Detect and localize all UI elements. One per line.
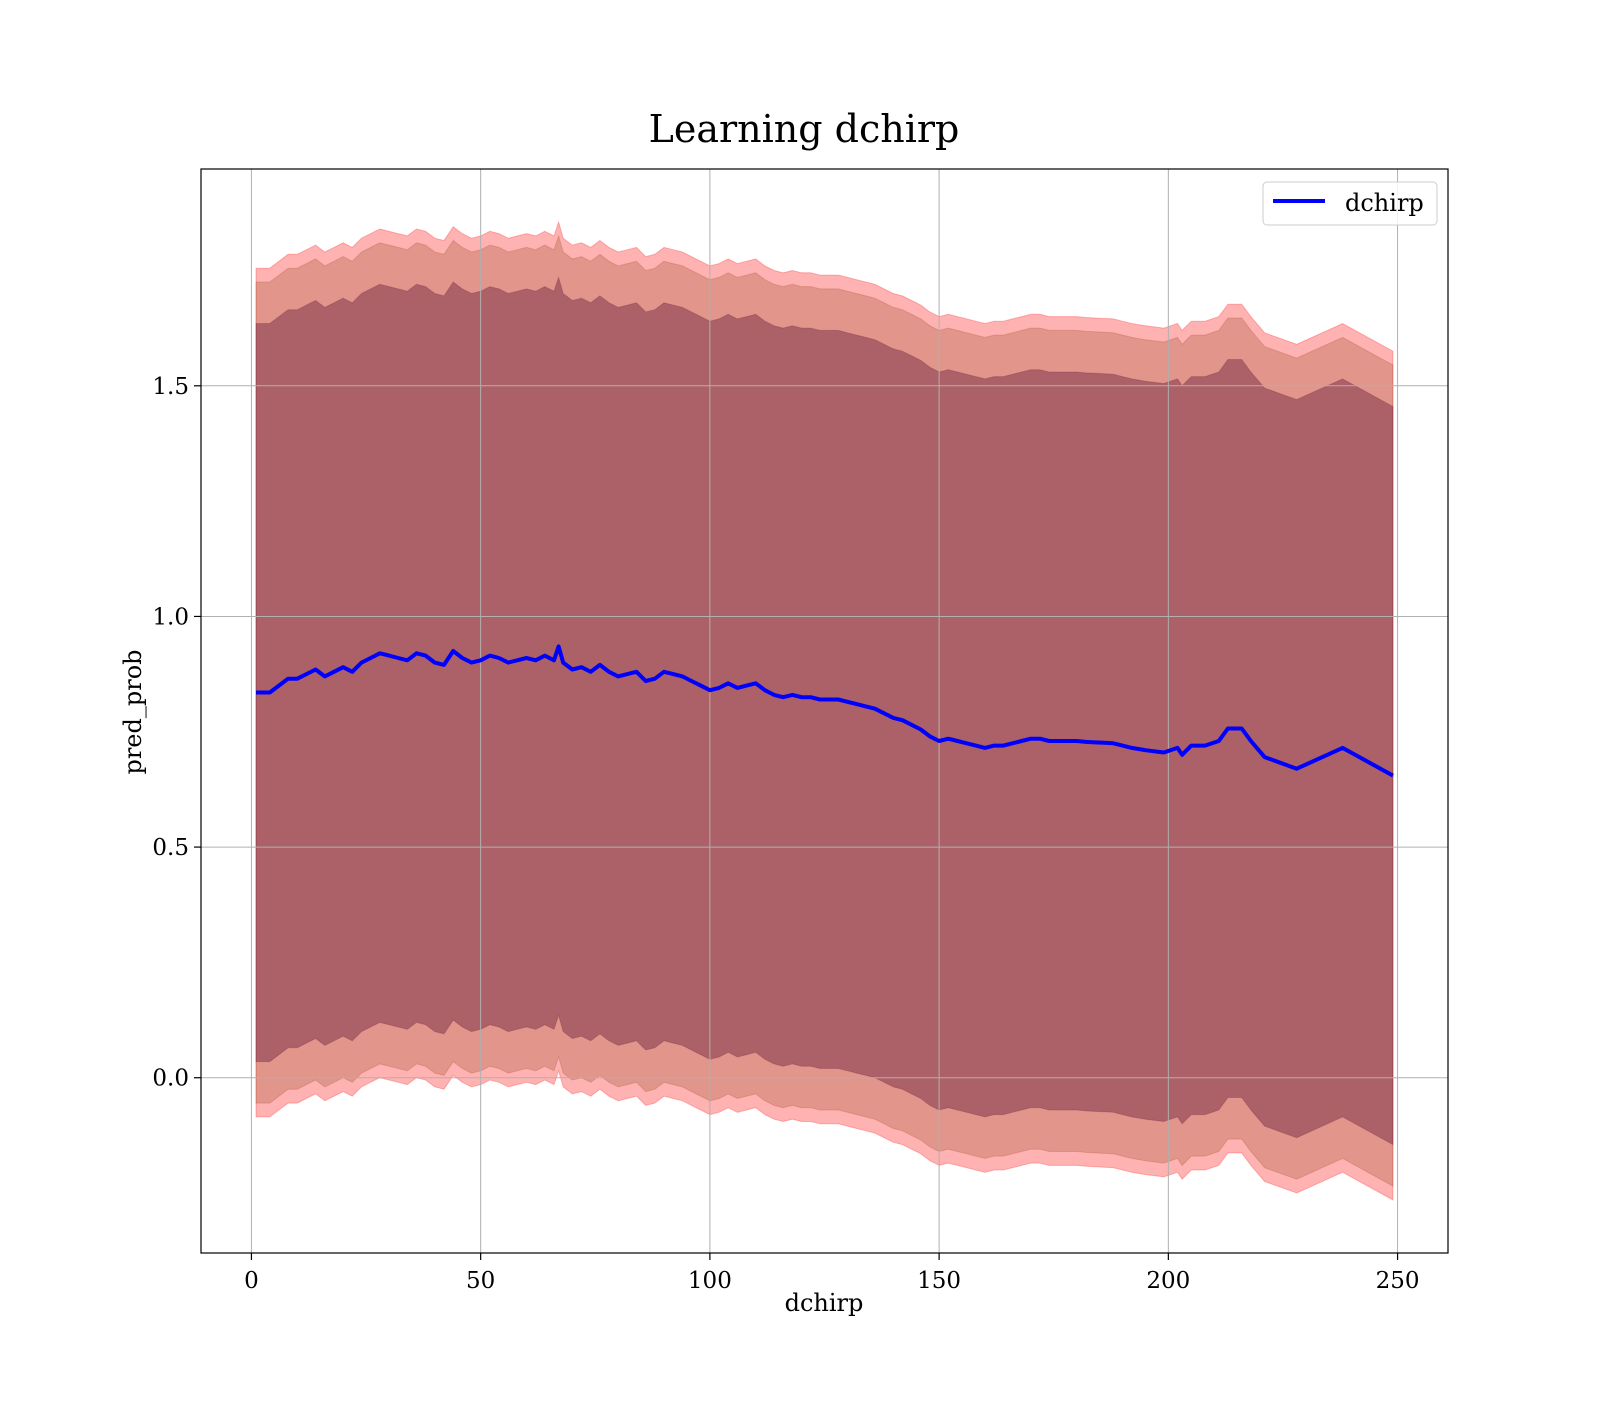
x-tick-label: 0 [244,1268,259,1294]
y-tick-label: 0.0 [152,1066,189,1092]
band-outer [255,220,1394,1201]
x-tick-label: 250 [1376,1268,1420,1294]
y-tick-label: 1.0 [152,604,189,630]
plot-area-frame [200,168,1449,1254]
x-tick-label: 200 [1146,1268,1190,1294]
y-axis-ticks: 0.0 0.5 1.0 1.5 [152,374,201,1092]
x-axis-label: dchirp [785,1289,864,1317]
x-tick-label: 50 [466,1268,495,1294]
chart-title: Learning dchirp [649,107,960,151]
y-tick-label: 0.5 [152,835,189,861]
grid [201,169,1448,1253]
legend-label: dchirp [1345,189,1424,217]
band-inner [255,275,1394,1146]
y-axis-label: pred_prob [119,649,147,774]
series-line-dchirp [256,644,1394,778]
band-middle [255,234,1394,1187]
x-tick-label: 100 [688,1268,732,1294]
y-tick-label: 1.5 [152,374,189,400]
x-tick-label: 150 [917,1268,961,1294]
x-axis-ticks: 0 50 100 150 200 250 [244,1253,1420,1294]
legend-box [1262,181,1438,226]
legend: dchirp [1262,181,1438,226]
series-line-layer [256,644,1394,778]
confidence-bands [255,220,1394,1201]
